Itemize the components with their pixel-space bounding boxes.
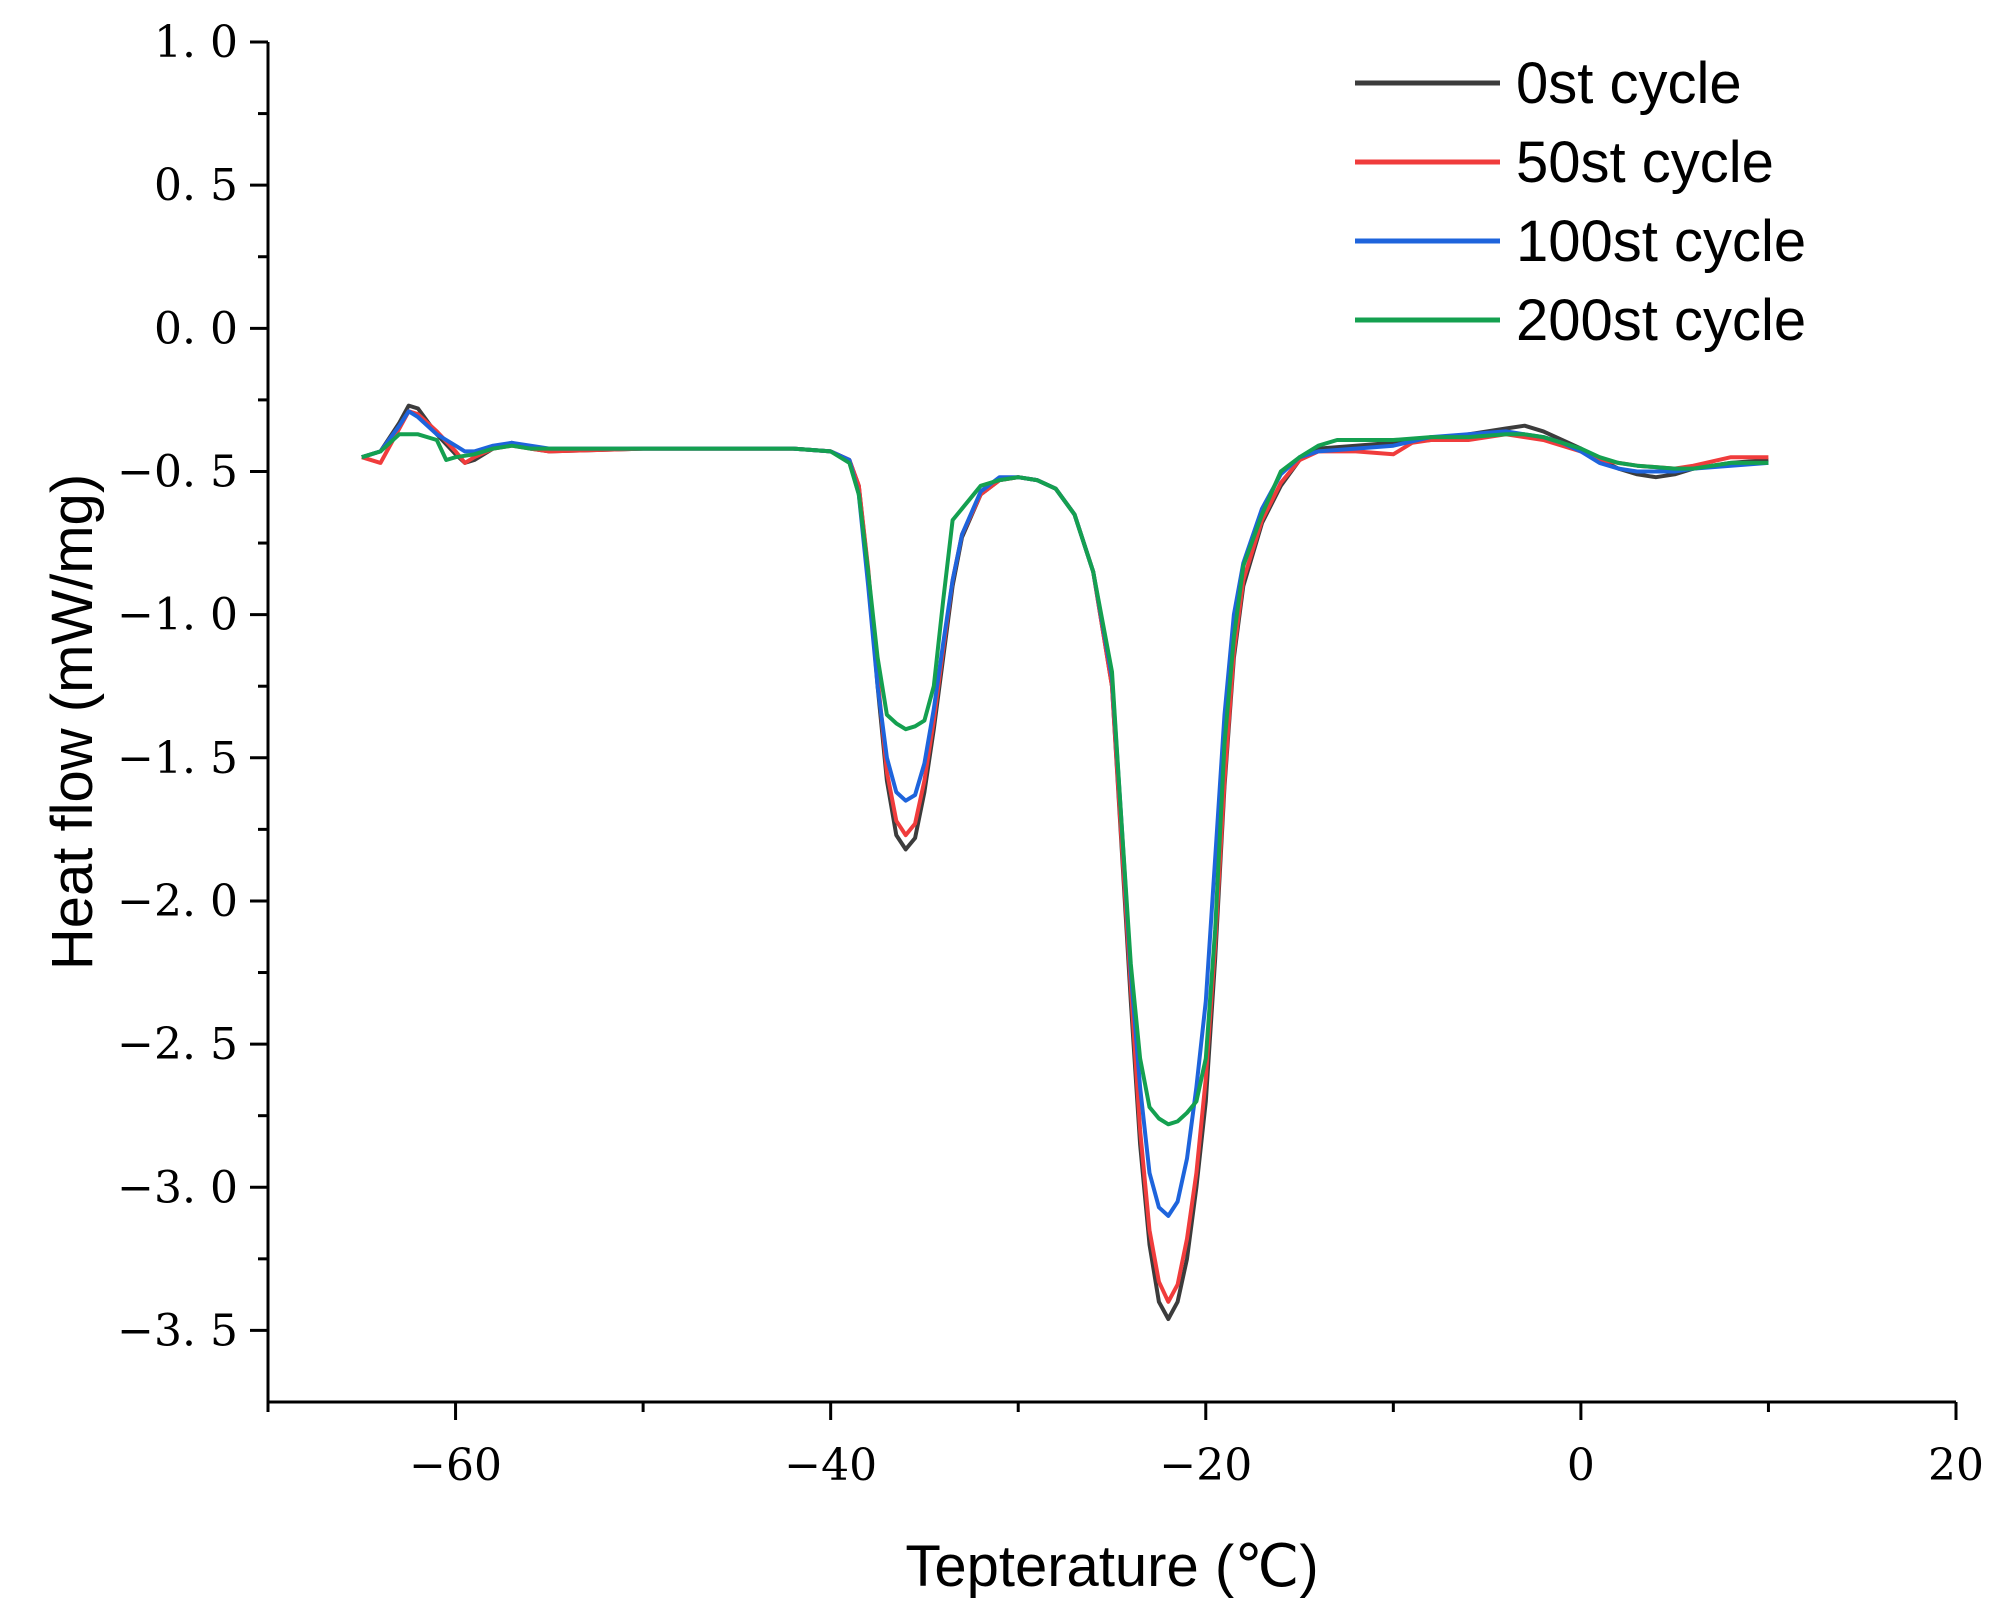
- y-axis-ticks: 1. 0 0. 5 0. 0 −0. 5 −1. 0 −1. 5 −2. 0 −2. 5 −3.…: [117, 17, 268, 1356]
- y-tick-label: −2. 5: [117, 1019, 238, 1070]
- series-line-100st-cycle: [361, 409, 1769, 1218]
- legend-label: 100st cycle: [1516, 209, 1806, 274]
- x-tick-label: 20: [1928, 1440, 1984, 1491]
- y-tick-label: −1. 0: [117, 590, 238, 641]
- y-tick-label: 0. 0: [154, 303, 238, 354]
- x-tick-label: −20: [1159, 1440, 1252, 1491]
- y-tick-label: −0. 5: [117, 446, 238, 497]
- y-tick-label: 0. 5: [154, 160, 238, 211]
- legend-label: 50st cycle: [1516, 130, 1774, 195]
- y-tick-label: −1. 5: [117, 733, 238, 784]
- y-axis-label: Heat flow (mW/mg): [40, 474, 105, 970]
- y-tick-label: −3. 0: [117, 1162, 238, 1213]
- x-axis-label: Tepterature (℃): [905, 1534, 1318, 1599]
- legend-label: 200st cycle: [1516, 288, 1806, 353]
- x-tick-label: −60: [409, 1440, 502, 1491]
- x-axis-ticks: −60 −40 −20 0 20: [266, 1402, 1984, 1491]
- legend-label: 0st cycle: [1516, 51, 1742, 116]
- y-tick-label: −3. 5: [117, 1305, 238, 1356]
- y-tick-label: −2. 0: [117, 876, 238, 927]
- axes: [266, 42, 1956, 1404]
- series-line-0st-cycle: [361, 403, 1769, 1321]
- series-line-200st-cycle: [361, 432, 1769, 1127]
- legend: 0st cycle 50st cycle 100st cycle 200st cycl…: [1355, 51, 1806, 353]
- x-tick-label: 0: [1567, 1440, 1595, 1491]
- series-line-50st-cycle: [361, 409, 1769, 1304]
- x-tick-label: −40: [784, 1440, 877, 1491]
- y-tick-label: 1. 0: [154, 17, 238, 68]
- series-lines: [361, 403, 1769, 1321]
